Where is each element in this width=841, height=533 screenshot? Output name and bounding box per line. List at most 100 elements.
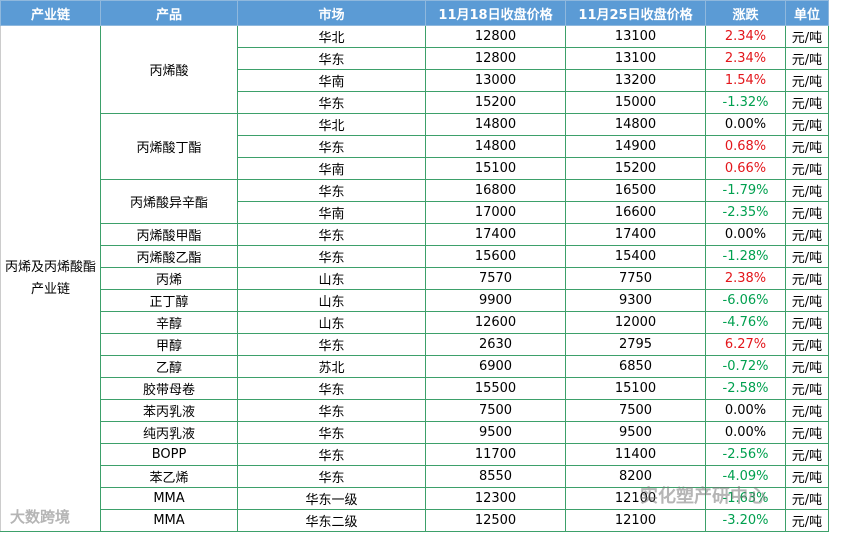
unit-cell: 元/吨: [785, 333, 829, 356]
table-row: 辛醇 山东 12600 12000 -4.76% 元/吨: [1, 311, 829, 334]
product-cell: 乙醇: [100, 355, 238, 378]
change-cell: -1.28%: [705, 245, 786, 268]
table-row: 胶带母卷 华东 15500 15100 -2.58% 元/吨: [1, 377, 829, 400]
unit-cell: 元/吨: [785, 47, 829, 70]
change-cell: 2.34%: [705, 25, 786, 48]
unit-cell: 元/吨: [785, 267, 829, 290]
price-cell: 12000: [565, 311, 706, 334]
price-cell: 15400: [565, 245, 706, 268]
price-cell: 13100: [565, 25, 706, 48]
price-cell: 9900: [425, 289, 566, 312]
market-cell: 华东: [237, 333, 426, 356]
price-cell: 15600: [425, 245, 566, 268]
table-row: 丙烯酸丁酯 华北 14800 14800 0.00% 元/吨: [1, 113, 829, 180]
price-cell: 11400: [565, 443, 706, 466]
market-cell: 华东: [237, 399, 426, 422]
table-row: 丙烯酸乙酯 华东 15600 15400 -1.28% 元/吨: [1, 245, 829, 268]
price-cell: 12500: [425, 509, 566, 532]
product-cell: 丙烯酸: [100, 25, 238, 114]
table-row: 苯丙乳液 华东 7500 7500 0.00% 元/吨: [1, 399, 829, 422]
price-cell: 9300: [565, 289, 706, 312]
unit-cell: 元/吨: [785, 289, 829, 312]
market-cell: 华南: [237, 69, 426, 92]
unit-cell: 元/吨: [785, 157, 829, 180]
market-cell: 华东: [237, 91, 426, 114]
change-cell: -1.79%: [705, 179, 786, 202]
header-cell: 市场: [237, 0, 426, 26]
price-cell: 14800: [565, 113, 706, 136]
unit-cell: 元/吨: [785, 113, 829, 136]
unit-cell: 元/吨: [785, 245, 829, 268]
change-cell: -6.06%: [705, 289, 786, 312]
product-cell: 丙烯酸异辛酯: [100, 179, 238, 224]
unit-cell: 元/吨: [785, 25, 829, 48]
price-cell: 8550: [425, 465, 566, 488]
change-cell: -3.20%: [705, 509, 786, 532]
market-cell: 华东: [237, 421, 426, 444]
table-row: 纯丙乳液 华东 9500 9500 0.00% 元/吨: [1, 421, 829, 444]
unit-cell: 元/吨: [785, 421, 829, 444]
product-cell: 苯乙烯: [100, 465, 238, 488]
market-cell: 华东: [237, 179, 426, 202]
price-cell: 2795: [565, 333, 706, 356]
price-cell: 16500: [565, 179, 706, 202]
price-cell: 15200: [425, 91, 566, 114]
change-cell: -4.09%: [705, 465, 786, 488]
price-cell: 13200: [565, 69, 706, 92]
table-row: 丙烯酸甲酯 华东 17400 17400 0.00% 元/吨: [1, 223, 829, 246]
table-row: BOPP 华东 11700 11400 -2.56% 元/吨: [1, 443, 829, 466]
change-cell: -2.56%: [705, 443, 786, 466]
table-row: 丙烯酸异辛酯 华东 16800 16500 -1.79% 元/吨: [1, 179, 829, 224]
change-cell: -1.32%: [705, 91, 786, 114]
price-cell: 17400: [565, 223, 706, 246]
product-cell: 丙烯酸乙酯: [100, 245, 238, 268]
unit-cell: 元/吨: [785, 179, 829, 202]
change-cell: 0.66%: [705, 157, 786, 180]
market-cell: 华东: [237, 223, 426, 246]
market-cell: 山东: [237, 267, 426, 290]
change-cell: -4.76%: [705, 311, 786, 334]
product-cell: 辛醇: [100, 311, 238, 334]
table-row: 华东 14800 14900 0.68% 元/吨: [1, 135, 829, 158]
change-cell: 1.54%: [705, 69, 786, 92]
price-cell: 7500: [565, 399, 706, 422]
market-cell: 华东: [237, 377, 426, 400]
price-cell: 17400: [425, 223, 566, 246]
price-cell: 15100: [425, 157, 566, 180]
price-cell: 17000: [425, 201, 566, 224]
product-cell: 丙烯: [100, 267, 238, 290]
change-cell: 0.00%: [705, 223, 786, 246]
table-row: 丙烯 山东 7570 7750 2.38% 元/吨: [1, 267, 829, 290]
price-cell: 15500: [425, 377, 566, 400]
table-row: 华南 17000 16600 -2.35% 元/吨: [1, 201, 829, 224]
price-cell: 15100: [565, 377, 706, 400]
product-cell: MMA: [100, 509, 238, 532]
market-cell: 华东一级: [237, 487, 426, 510]
change-cell: 0.00%: [705, 113, 786, 136]
price-cell: 12800: [425, 25, 566, 48]
unit-cell: 元/吨: [785, 223, 829, 246]
unit-cell: 元/吨: [785, 69, 829, 92]
change-cell: -0.72%: [705, 355, 786, 378]
unit-cell: 元/吨: [785, 509, 829, 532]
unit-cell: 元/吨: [785, 311, 829, 334]
market-cell: 华北: [237, 25, 426, 48]
change-cell: 0.68%: [705, 135, 786, 158]
header-cell: 产品: [100, 0, 238, 26]
price-cell: 16800: [425, 179, 566, 202]
price-cell: 6850: [565, 355, 706, 378]
change-cell: -2.58%: [705, 377, 786, 400]
header-cell: 单位: [785, 0, 829, 26]
table-row: 甲醇 华东 2630 2795 6.27% 元/吨: [1, 333, 829, 356]
watermark: 大数跨境: [10, 508, 71, 526]
header-row: 产业链 产品 市场 11月18日收盘价格 11月25日收盘价格 涨跌 单位: [0, 0, 829, 26]
price-cell: 12100: [565, 487, 706, 510]
unit-cell: 元/吨: [785, 487, 829, 510]
price-cell: 12800: [425, 47, 566, 70]
unit-cell: 元/吨: [785, 377, 829, 400]
table-row: 华南 15100 15200 0.66% 元/吨: [1, 157, 829, 180]
price-cell: 7500: [425, 399, 566, 422]
unit-cell: 元/吨: [785, 465, 829, 488]
